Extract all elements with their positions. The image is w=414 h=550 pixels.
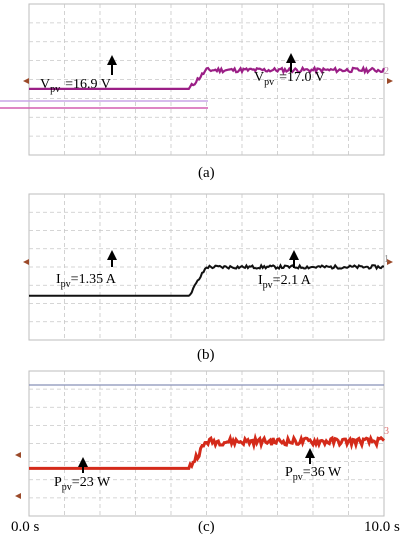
panel-b-left-marker [23, 259, 29, 265]
panel-a-channel-label: 2 [384, 66, 389, 77]
panel-c-marker-bottom [15, 493, 21, 499]
panel-b-annotation-1-subscript: pv [61, 279, 71, 290]
panel-b-annotation-1-quantity: I [56, 272, 61, 287]
panel-c-annotation-1: Ppv=23 W [54, 475, 111, 493]
panel-a-right-marker [387, 78, 393, 84]
panel-c-marker-top [15, 452, 21, 458]
panel-a-annotation-1-subscript: pv [50, 84, 60, 95]
panel-c-annotation-2-value: =36 W [303, 465, 342, 480]
panel-a-trace [29, 65, 386, 91]
panel-a-grid [28, 3, 385, 156]
panel-c-channel-label: 3 [384, 426, 389, 437]
panel-a-annotation-2: Vpv =17.0 V [254, 70, 325, 88]
panel-c-caption: (c) [198, 519, 215, 535]
panel-c-arrow-2 [305, 448, 315, 464]
panel-b-annotation-1-value: =1.35 A [71, 272, 117, 287]
panel-b-right-marker [387, 259, 393, 265]
panel-b-annotation-2: Ipv=2.1 A [258, 273, 312, 291]
panel-a-arrow-2 [286, 53, 296, 72]
x-tick-label-start: 0.0 s [11, 519, 40, 535]
panel-a-annotation-2-subscript: pv [264, 77, 274, 88]
panel-a-artifact [0, 100, 208, 109]
panel-a-left-marker [23, 78, 29, 84]
panel-b-arrow-1 [107, 250, 117, 267]
panel-a-arrow-1 [107, 55, 117, 75]
panel-b-arrow-2 [289, 250, 299, 268]
panel-b-annotation-1: Ipv=1.35 A [56, 272, 117, 290]
panel-b-annotation-2-quantity: I [258, 273, 263, 288]
panel-c-annotation-1-quantity: P [54, 475, 62, 490]
panel-a-annotation-1-value: =16.9 V [65, 77, 111, 92]
panel-a-caption: (a) [198, 165, 215, 181]
panel-c-trace [29, 432, 386, 470]
panel-b-caption: (b) [197, 347, 215, 363]
panel-a-annotation-1-quantity: V [40, 77, 50, 92]
panel-b-trace [29, 263, 385, 297]
panel-a: 2 Vpv =16.9 V Vpv =17.0 V (a) [0, 3, 393, 181]
panel-c-annotation-1-subscript: pv [62, 482, 72, 493]
panel-c: 3 Ppv=23 W Ppv=36 W 0.0 s 10.0 s (c) [11, 370, 400, 535]
panel-b-annotation-2-value: =2.1 A [273, 273, 312, 288]
panel-c-annotation-2-subscript: pv [293, 472, 303, 483]
panel-a-annotation-2-quantity: V [254, 70, 264, 85]
panel-c-arrow-1 [78, 457, 88, 473]
x-tick-label-end: 10.0 s [364, 519, 400, 535]
panel-a-annotation-2-value: =17.0 V [279, 70, 325, 85]
panel-c-annotation-1-value: =23 W [72, 475, 111, 490]
panel-a-annotation-1: Vpv =16.9 V [40, 77, 111, 95]
panel-b-annotation-2-subscript: pv [263, 280, 273, 291]
panel-c-annotation-2: Ppv=36 W [285, 465, 342, 483]
panel-b: 1 Ipv=1.35 A Ipv=2.1 A (b) [23, 193, 393, 363]
panel-c-annotation-2-quantity: P [285, 465, 293, 480]
panel-b-channel-label: 1 [384, 254, 389, 265]
